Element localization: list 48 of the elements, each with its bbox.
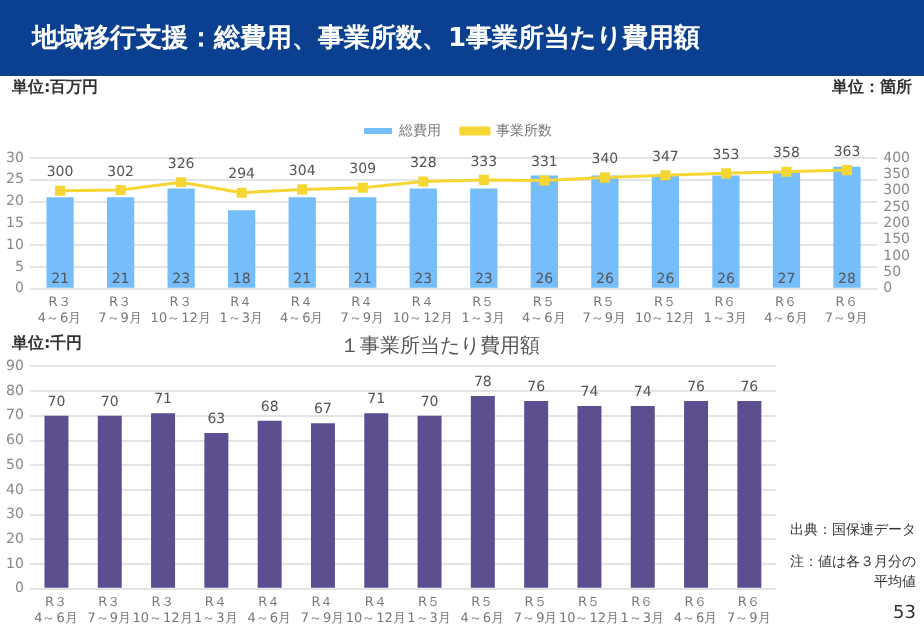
bar <box>712 175 740 288</box>
bar <box>257 420 282 588</box>
bar <box>288 197 316 288</box>
bar <box>417 415 442 588</box>
bar <box>44 415 69 588</box>
bar <box>364 413 389 588</box>
chart-title: １事業所当たり費用額 <box>340 333 540 360</box>
bar <box>204 433 229 588</box>
bar <box>409 188 437 288</box>
bar <box>684 401 709 588</box>
bar <box>97 415 122 588</box>
point <box>55 185 66 196</box>
bar <box>651 175 680 288</box>
bar <box>833 166 861 288</box>
chart-title: 地域移行支援：総費用、事業所数、1事業所当たり費用額 <box>0 0 924 76</box>
bar <box>470 396 495 588</box>
bar <box>577 405 602 588</box>
point <box>781 166 792 177</box>
point <box>236 187 247 198</box>
point <box>599 172 610 183</box>
point <box>660 170 671 181</box>
bar <box>772 171 801 288</box>
point <box>357 182 368 193</box>
bar <box>46 197 74 288</box>
bar <box>630 405 655 588</box>
bar <box>530 175 558 288</box>
bar <box>167 188 195 288</box>
bar <box>524 401 549 588</box>
point <box>297 184 308 195</box>
y2-axis-title: 単位：箇所 <box>832 76 912 96</box>
bar <box>228 210 256 288</box>
bar <box>737 401 762 588</box>
bar <box>470 188 498 288</box>
point <box>115 185 126 196</box>
point <box>478 174 489 185</box>
point <box>418 176 429 187</box>
bar <box>349 197 377 288</box>
text: 53 <box>891 604 916 624</box>
point <box>720 168 731 179</box>
bar <box>591 175 619 288</box>
y-axis-title: 単位:千円 <box>12 332 83 352</box>
bar <box>151 413 176 588</box>
bar <box>310 423 335 588</box>
y-axis-title: 単位:百万円 <box>12 76 99 96</box>
point <box>841 165 853 176</box>
bar <box>106 197 135 288</box>
point <box>176 177 187 188</box>
point <box>539 175 550 186</box>
